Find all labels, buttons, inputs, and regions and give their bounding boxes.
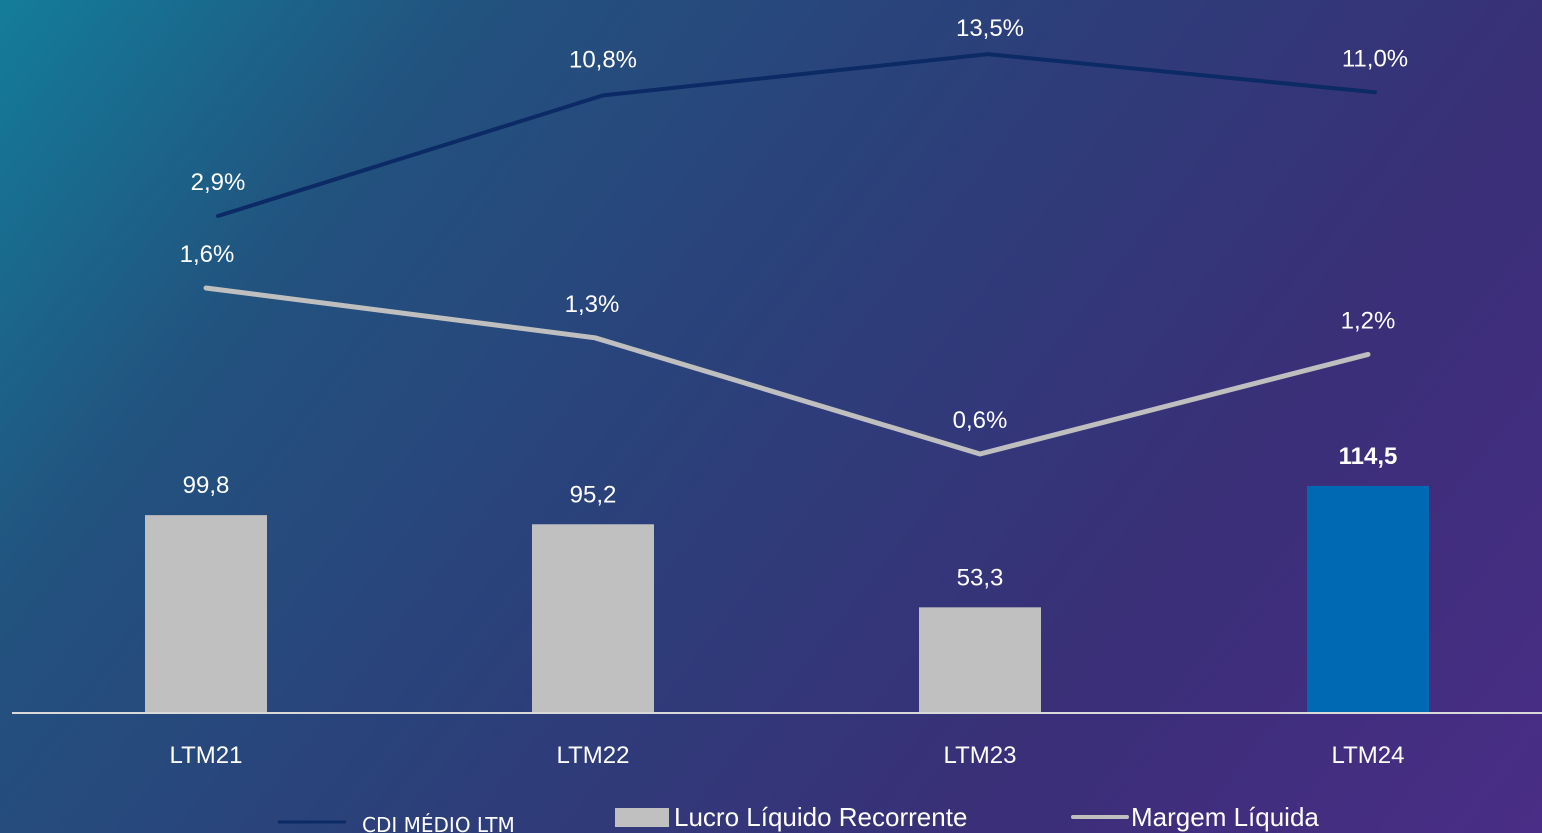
- x-tick-label-ltm21: LTM21: [170, 742, 243, 769]
- legend-lucro-label: Lucro Líquido Recorrente: [674, 802, 967, 832]
- margem-value-label-ltm24: 1,2%: [1341, 307, 1396, 334]
- x-tick-label-ltm22: LTM22: [557, 742, 630, 769]
- cdi-value-label-ltm24: 11,0%: [1342, 45, 1408, 72]
- legend: CDI MÉDIO LTM Lucro Líquido Recorrente M…: [278, 802, 1319, 833]
- margem-value-label-ltm22: 1,3%: [565, 291, 620, 318]
- data-labels-group: 99,8 95,2 53,3 114,5 1,6% 1,3% 0,6% 1,2% 2,9% 10,…: [180, 15, 1408, 591]
- cdi-value-label-ltm21: 2,9%: [191, 169, 246, 196]
- cdi-value-label-ltm22: 10,8%: [569, 46, 637, 73]
- cdi-value-label-ltm23: 13,5%: [956, 15, 1024, 42]
- bar-value-label-ltm24: 114,5: [1339, 443, 1398, 470]
- bar-series-group: [145, 486, 1429, 713]
- x-tick-labels-group: LTM21 LTM22 LTM23 LTM24: [170, 742, 1405, 769]
- legend-lucro-swatch: [615, 808, 669, 827]
- bar-ltm22: [532, 524, 654, 713]
- bar-ltm23: [919, 607, 1041, 713]
- margem-value-label-ltm23: 0,6%: [953, 407, 1008, 434]
- bar-value-label-ltm21: 99,8: [183, 472, 230, 499]
- bar-value-label-ltm22: 95,2: [570, 481, 617, 508]
- x-tick-label-ltm24: LTM24: [1332, 742, 1405, 769]
- line-series-group: [203, 52, 1377, 457]
- x-tick-label-ltm23: LTM23: [944, 742, 1017, 769]
- margem-value-label-ltm21: 1,6%: [180, 241, 235, 268]
- legend-cdi-label: CDI MÉDIO LTM: [362, 813, 515, 833]
- bar-value-label-ltm23: 53,3: [957, 564, 1004, 591]
- margem-liquida-line: [203, 285, 1371, 457]
- cdi-medio-line: [216, 52, 1377, 218]
- legend-margem-label: Margem Líquida: [1131, 802, 1319, 832]
- bar-ltm21: [145, 515, 267, 713]
- bar-ltm24: [1307, 486, 1429, 713]
